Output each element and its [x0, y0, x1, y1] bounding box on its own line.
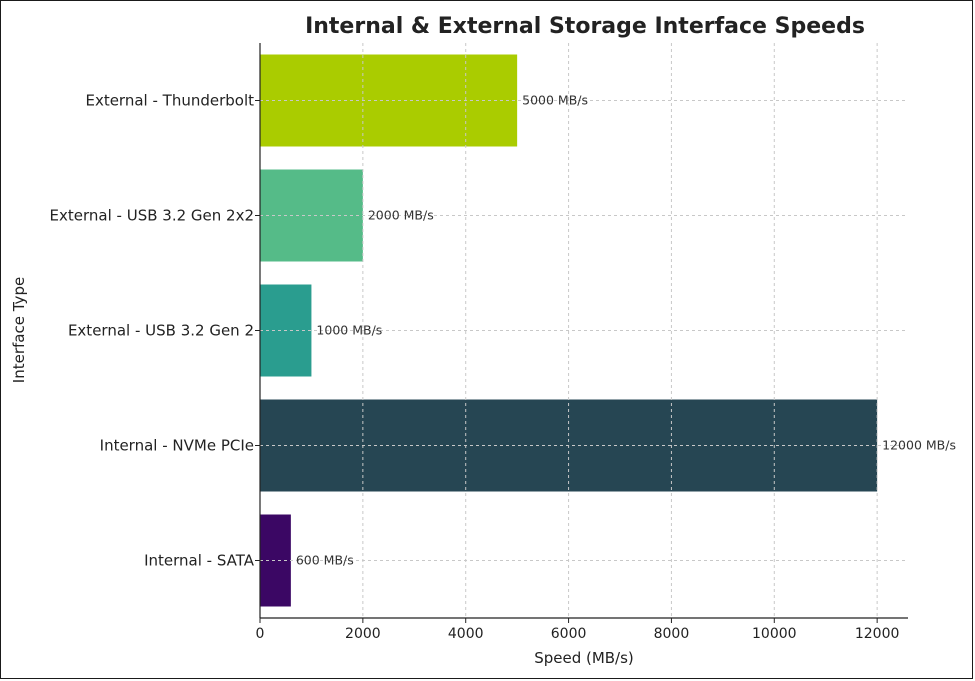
x-tick-label: 6000: [551, 626, 587, 642]
x-axis-label: Speed (MB/s): [534, 649, 634, 667]
chart-title: Internal & External Storage Interface Sp…: [305, 14, 865, 39]
y-axis-label: Interface Type: [10, 277, 28, 383]
grid-lines: [259, 43, 908, 618]
x-tick-label: 10000: [752, 626, 797, 642]
x-ticks: 0 2000 4000 6000 8000 10000 12000: [256, 618, 900, 642]
category-labels: External - Thunderbolt External - USB 3.2…: [50, 92, 260, 570]
data-label: 2000 MB/s: [368, 208, 434, 223]
x-tick-label: 8000: [654, 626, 690, 642]
category-label: Internal - NVMe PCIe: [100, 437, 254, 455]
bar: [260, 169, 363, 262]
x-tick-label: 0: [256, 626, 265, 642]
x-tick-label: 2000: [345, 626, 381, 642]
x-tick-label: 12000: [855, 626, 900, 642]
category-label: External - USB 3.2 Gen 2x2: [50, 207, 254, 225]
data-label: 5000 MB/s: [522, 93, 588, 108]
data-labels: 5000 MB/s 2000 MB/s 1000 MB/s 12000 MB/s 600…: [296, 93, 956, 568]
data-label: 12000 MB/s: [882, 438, 956, 453]
data-label: 1000 MB/s: [316, 323, 382, 338]
category-label: External - Thunderbolt: [85, 92, 254, 110]
x-tick-label: 4000: [448, 626, 484, 642]
category-label: External - USB 3.2 Gen 2: [68, 322, 254, 340]
data-label: 600 MB/s: [296, 553, 354, 568]
category-label: Internal - SATA: [144, 552, 255, 570]
